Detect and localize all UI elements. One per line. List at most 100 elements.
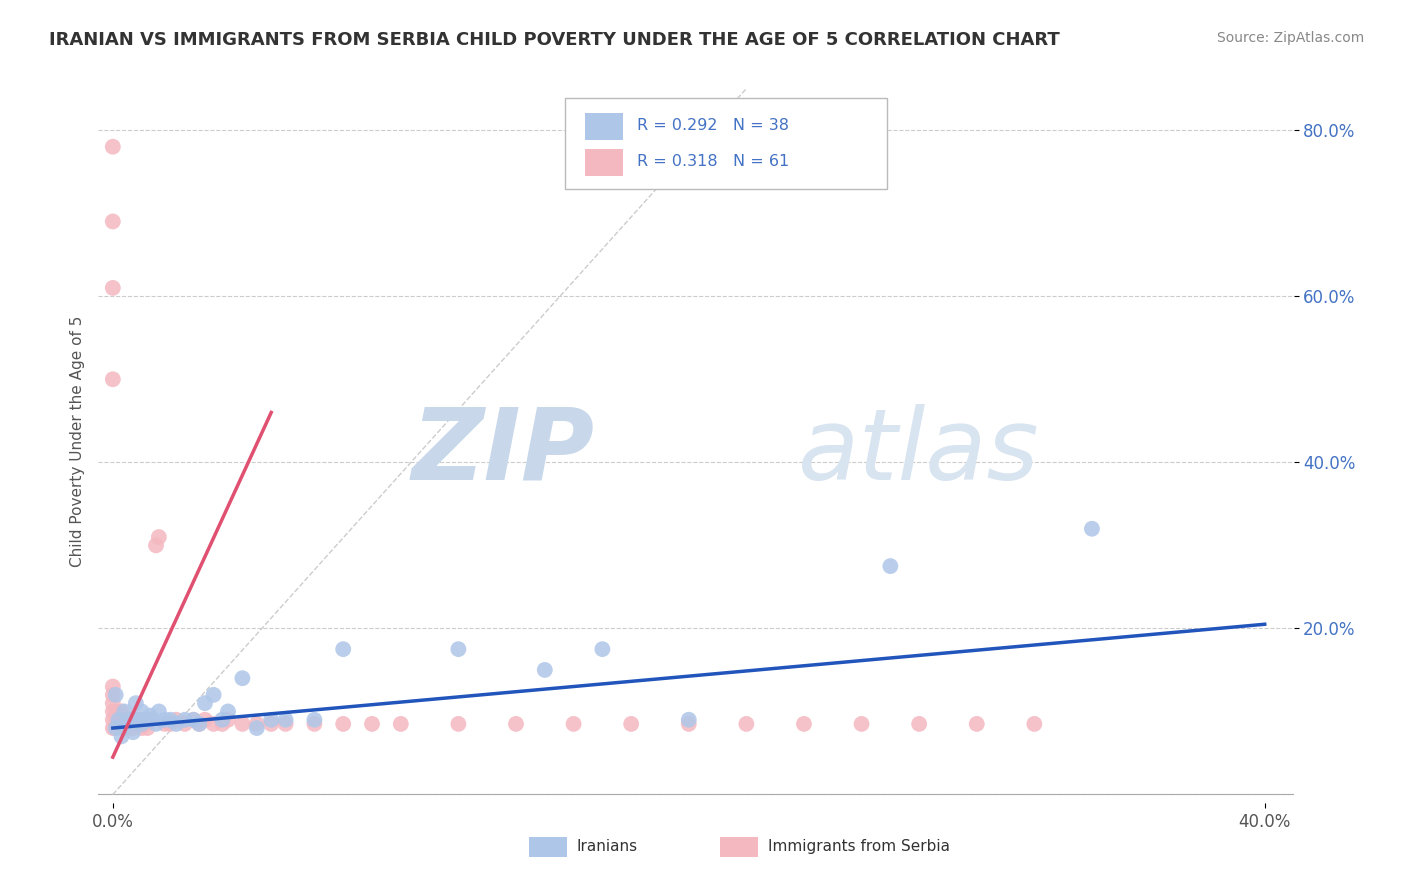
Point	[104, 721, 127, 735]
Point	[966, 717, 988, 731]
Point	[139, 708, 162, 723]
Point	[115, 717, 138, 731]
Point	[104, 713, 127, 727]
Text: R = 0.292   N = 38: R = 0.292 N = 38	[637, 119, 789, 133]
Point	[389, 717, 412, 731]
Bar	[720, 837, 758, 857]
Point	[879, 559, 901, 574]
Point	[1024, 717, 1046, 731]
Point	[131, 713, 153, 727]
Point	[136, 713, 159, 727]
Point	[128, 713, 150, 727]
Point	[274, 717, 297, 731]
Point	[217, 713, 239, 727]
Point	[202, 688, 225, 702]
Point	[101, 680, 124, 694]
Point	[131, 705, 153, 719]
Point	[591, 642, 613, 657]
Point	[332, 717, 354, 731]
Point	[183, 713, 205, 727]
Point	[735, 717, 758, 731]
Point	[134, 717, 156, 731]
Point	[104, 688, 127, 702]
Point	[908, 717, 931, 731]
Point	[620, 717, 643, 731]
Point	[231, 671, 253, 685]
Text: IRANIAN VS IMMIGRANTS FROM SERBIA CHILD POVERTY UNDER THE AGE OF 5 CORRELATION C: IRANIAN VS IMMIGRANTS FROM SERBIA CHILD …	[49, 31, 1060, 49]
Point	[165, 717, 187, 731]
Point	[533, 663, 555, 677]
Text: Source: ZipAtlas.com: Source: ZipAtlas.com	[1216, 31, 1364, 45]
Point	[120, 717, 142, 731]
Point	[246, 717, 269, 731]
Point	[101, 705, 124, 719]
Point	[188, 717, 211, 731]
Point	[101, 214, 124, 228]
Point	[260, 713, 283, 727]
Point	[1081, 522, 1104, 536]
Bar	[585, 149, 623, 177]
Text: atlas: atlas	[797, 404, 1039, 501]
Point	[447, 642, 470, 657]
Y-axis label: Child Poverty Under the Age of 5: Child Poverty Under the Age of 5	[69, 316, 84, 567]
Point	[101, 713, 124, 727]
Point	[148, 530, 170, 544]
Point	[101, 696, 124, 710]
Point	[101, 372, 124, 386]
FancyBboxPatch shape	[565, 98, 887, 189]
Point	[217, 705, 239, 719]
Point	[183, 713, 205, 727]
Point	[361, 717, 384, 731]
Point	[851, 717, 873, 731]
Point	[153, 717, 176, 731]
Point	[202, 717, 225, 731]
Point	[231, 717, 253, 731]
Point	[678, 713, 700, 727]
Point	[159, 717, 181, 731]
Point	[101, 139, 124, 153]
Point	[173, 713, 195, 727]
Point	[122, 725, 145, 739]
Text: R = 0.318   N = 61: R = 0.318 N = 61	[637, 154, 790, 169]
Point	[562, 717, 585, 731]
Point	[505, 717, 527, 731]
Point	[112, 717, 135, 731]
Point	[101, 281, 124, 295]
Point	[246, 721, 269, 735]
Point	[115, 721, 138, 735]
Point	[188, 717, 211, 731]
Point	[194, 713, 217, 727]
Point	[145, 717, 167, 731]
Point	[107, 713, 129, 727]
Point	[165, 713, 187, 727]
Point	[194, 696, 217, 710]
Point	[304, 717, 326, 731]
Bar	[529, 837, 567, 857]
Point	[107, 713, 129, 727]
Point	[211, 717, 233, 731]
Point	[131, 721, 153, 735]
Point	[112, 713, 135, 727]
Point	[173, 717, 195, 731]
Text: Immigrants from Serbia: Immigrants from Serbia	[768, 839, 949, 855]
Point	[112, 705, 135, 719]
Point	[332, 642, 354, 657]
Point	[101, 721, 124, 735]
Point	[128, 717, 150, 731]
Point	[145, 538, 167, 552]
Point	[139, 713, 162, 727]
Point	[107, 717, 129, 731]
Point	[115, 713, 138, 727]
Point	[260, 717, 283, 731]
Point	[447, 717, 470, 731]
Point	[125, 696, 148, 710]
Point	[678, 717, 700, 731]
Point	[148, 705, 170, 719]
Point	[120, 713, 142, 727]
Point	[122, 721, 145, 735]
Point	[274, 713, 297, 727]
Bar	[585, 112, 623, 140]
Point	[104, 721, 127, 735]
Point	[110, 705, 132, 719]
Point	[136, 721, 159, 735]
